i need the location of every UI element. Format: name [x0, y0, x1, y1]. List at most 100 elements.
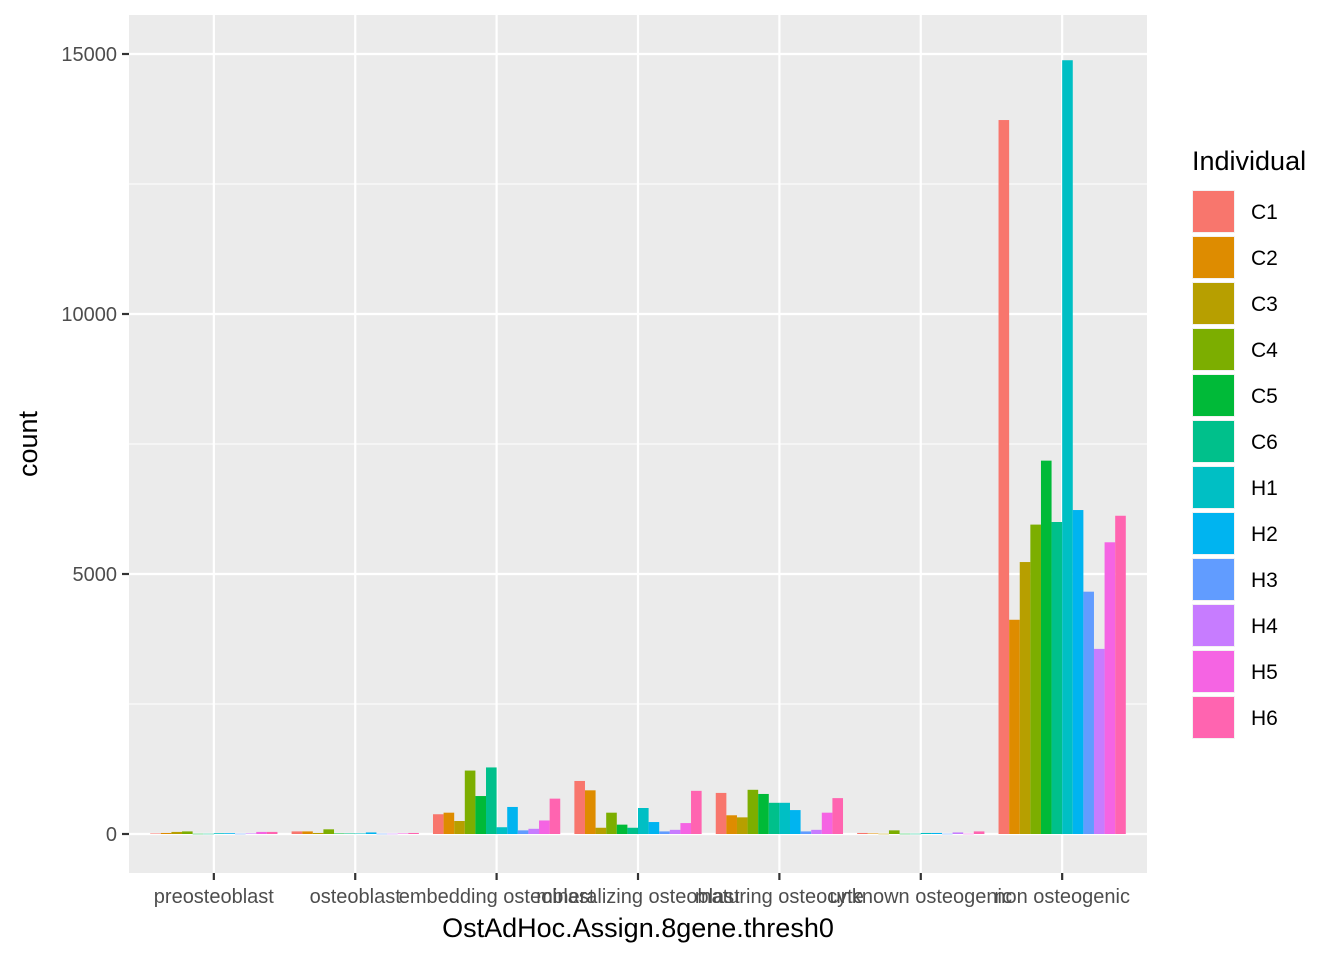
- bar: [888, 830, 900, 834]
- bar: [789, 810, 801, 834]
- x-tick-label: non osteogenic: [994, 886, 1130, 908]
- x-tick-label: maturing osteocyte: [695, 886, 864, 908]
- legend-label: C1: [1251, 201, 1278, 224]
- bar: [779, 802, 790, 834]
- bar: [800, 831, 812, 834]
- bar: [475, 796, 487, 834]
- bar: [867, 833, 879, 834]
- legend-key: [1193, 467, 1234, 508]
- legend-key: [1193, 605, 1234, 646]
- x-axis-title: OstAdHoc.Assign.8gene.thresh0: [442, 913, 834, 943]
- y-tick-label: 5000: [73, 564, 118, 586]
- bar: [736, 817, 748, 834]
- bar: [1104, 542, 1116, 834]
- bar: [235, 833, 246, 835]
- bar: [1030, 524, 1041, 834]
- bar: [1072, 510, 1084, 834]
- legend-label: H6: [1251, 707, 1278, 730]
- bar: [507, 806, 518, 834]
- bar: [832, 798, 844, 834]
- legend-key: [1193, 283, 1234, 324]
- x-tick-label: embedding osteoblast: [399, 886, 595, 908]
- y-tick-label: 15000: [61, 44, 117, 66]
- bar: [387, 833, 398, 835]
- bar: [931, 832, 942, 834]
- legend-key: [1193, 191, 1234, 232]
- legend-title: Individual: [1192, 146, 1306, 176]
- legend-label: H5: [1251, 661, 1278, 684]
- y-axis-ticks: 0 5000 10000 15000: [61, 44, 129, 846]
- bar: [344, 833, 356, 834]
- bar: [355, 833, 366, 834]
- legend-key: [1193, 421, 1234, 462]
- bar: [910, 833, 921, 835]
- bar: [213, 833, 225, 834]
- bar: [941, 833, 953, 835]
- legend-key: [1193, 513, 1234, 554]
- bar: [574, 780, 585, 834]
- bar: [1051, 522, 1063, 834]
- bar: [266, 831, 278, 834]
- bar: [878, 833, 889, 835]
- legend-label: H2: [1251, 523, 1278, 546]
- bar: [464, 770, 476, 834]
- y-tick-label: 0: [106, 824, 117, 846]
- bar: [691, 790, 702, 834]
- legend-label: C6: [1251, 431, 1278, 454]
- y-tick-label: 10000: [61, 304, 117, 326]
- legend-label: H3: [1251, 569, 1278, 592]
- legend-key: [1193, 697, 1234, 738]
- bar: [811, 829, 822, 834]
- legend-key: [1193, 651, 1234, 692]
- bar: [1019, 562, 1031, 834]
- bar: [224, 833, 236, 834]
- bar: [1115, 515, 1126, 834]
- legend-key: [1193, 559, 1234, 600]
- bar: [659, 831, 670, 834]
- bar: [1093, 648, 1105, 834]
- bar: [245, 833, 257, 834]
- bar: [323, 829, 335, 834]
- bar: [1009, 619, 1020, 834]
- bar: [616, 824, 628, 834]
- bar: [334, 833, 345, 834]
- bar: [302, 831, 313, 834]
- bar: [821, 812, 833, 834]
- bar: [584, 790, 596, 834]
- y-axis-title: count: [13, 410, 43, 477]
- bar: [680, 823, 692, 834]
- x-tick-label: unknown osteogenic: [830, 886, 1012, 908]
- bar: [747, 789, 759, 834]
- bar: [539, 820, 550, 834]
- legend-label: H1: [1251, 477, 1278, 500]
- bar: [627, 827, 638, 834]
- bar: [496, 827, 508, 834]
- bar: [920, 832, 932, 834]
- bar: [171, 831, 183, 834]
- legend-key: [1193, 375, 1234, 416]
- bar: [365, 832, 377, 834]
- legend: Individual C1 C2 C3 C4 C5 C6 H1 H2 H3 H4 H5 H6: [1192, 146, 1306, 739]
- bar: [899, 833, 911, 835]
- bar: [973, 831, 985, 834]
- bar: [408, 832, 419, 834]
- bar: [517, 830, 529, 834]
- bar: [182, 831, 193, 834]
- bar: [397, 833, 409, 834]
- bar: [998, 120, 1010, 835]
- bar: [715, 792, 727, 834]
- bar: [486, 767, 497, 834]
- bar: [376, 833, 388, 835]
- bar: [638, 808, 649, 834]
- bar: [443, 812, 455, 834]
- legend-label: C3: [1251, 293, 1278, 316]
- bar: [203, 833, 214, 835]
- bar: [758, 793, 769, 834]
- legend-label: C5: [1251, 385, 1278, 408]
- x-tick-label: preosteoblast: [154, 886, 275, 908]
- bar: [669, 829, 681, 834]
- bar: [256, 831, 267, 834]
- bar: [312, 832, 324, 834]
